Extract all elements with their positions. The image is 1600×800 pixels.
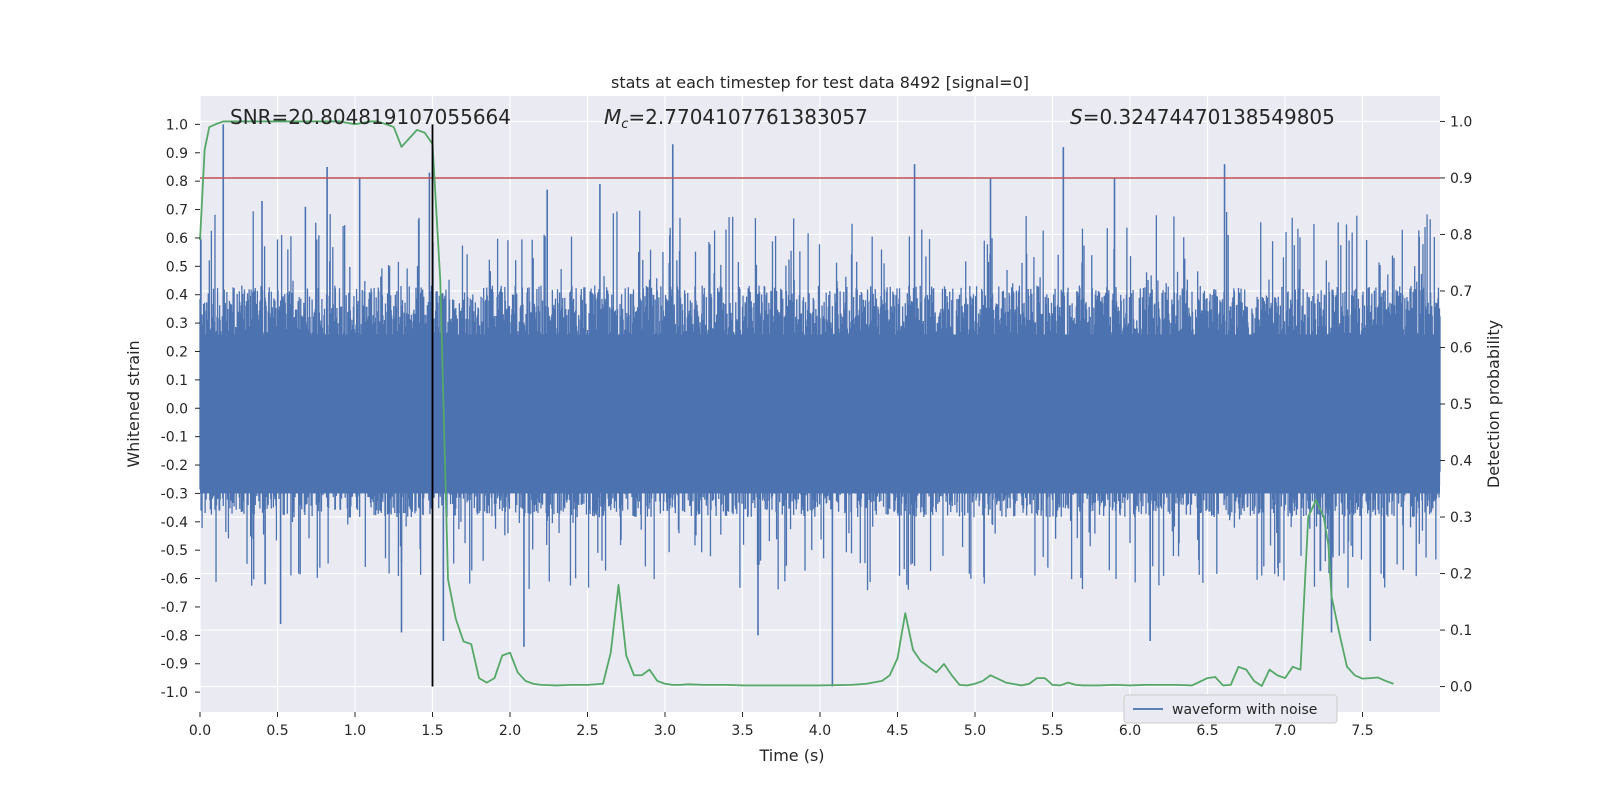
y2-tick-label: 0.6 <box>1450 340 1472 356</box>
x-tick-label: 0.5 <box>266 723 288 739</box>
x-tick-label: 6.5 <box>1196 723 1218 739</box>
y-axis-label: Whitened strain <box>124 340 143 467</box>
y-tick-label: -0.1 <box>161 430 188 446</box>
legend-label-waveform: waveform with noise <box>1172 702 1317 718</box>
s-annotation: S=0.32474470138549805 <box>1070 105 1335 129</box>
snr-annotation: SNR=20.804819107055664 <box>230 105 511 129</box>
y-tick-label: 1.0 <box>166 117 188 133</box>
y-tick-label: 0.3 <box>166 316 188 332</box>
x-tick-label: 2.5 <box>576 723 598 739</box>
y2-tick-label: 0.9 <box>1450 171 1472 187</box>
y2-axis-label: Detection probability <box>1484 320 1503 488</box>
chirp-mass-subscript: c <box>621 117 628 132</box>
y-tick-label: 0.7 <box>166 203 188 219</box>
x-tick-label: 4.5 <box>886 723 908 739</box>
y-tick-label: -0.3 <box>161 486 188 502</box>
y-tick-label: 0.2 <box>166 344 188 360</box>
y2-tick-label: 1.0 <box>1450 114 1472 130</box>
chirp-mass-annotation: Mc=2.7704107761383057 <box>604 105 868 132</box>
x-tick-label: 3.0 <box>654 723 676 739</box>
waveform-series <box>199 124 1441 687</box>
y-tick-label: 0.9 <box>166 146 188 162</box>
y-tick-label: -1.0 <box>161 685 188 701</box>
y-tick-label: -0.8 <box>161 628 188 644</box>
y-tick-label: -0.2 <box>161 458 188 474</box>
y2-tick-label: 0.5 <box>1450 397 1472 413</box>
y2-tick-label: 0.4 <box>1450 454 1472 470</box>
x-tick-label: 2.0 <box>499 723 521 739</box>
legend: waveform with noise <box>1123 694 1338 724</box>
legend-box <box>1123 694 1338 724</box>
y-tick-label: -0.6 <box>161 572 188 588</box>
s-symbol: S <box>1070 105 1083 129</box>
y-tick-label: -0.5 <box>161 543 188 559</box>
y-tick-label: 0.4 <box>166 288 188 304</box>
x-tick-label: 5.5 <box>1041 723 1063 739</box>
x-tick-label: 7.0 <box>1274 723 1296 739</box>
y2-tick-label: 0.0 <box>1450 680 1472 696</box>
probability-line <box>199 120 1394 687</box>
y2-tick-label: 0.8 <box>1450 227 1472 243</box>
x-tick-label: 4.0 <box>809 723 831 739</box>
y-tick-label: 0.1 <box>166 373 188 389</box>
chart-title: stats at each timestep for test data 849… <box>611 73 1029 92</box>
x-tick-label: 1.5 <box>421 723 443 739</box>
y-tick-label: 0.8 <box>166 174 188 190</box>
x-tick-label: 6.0 <box>1119 723 1141 739</box>
x-tick-label: 3.5 <box>731 723 753 739</box>
x-tick-label: 1.0 <box>344 723 366 739</box>
x-tick-label: 5.0 <box>964 723 986 739</box>
probability-series <box>199 120 1394 687</box>
chirp-mass-value: =2.7704107761383057 <box>628 105 867 129</box>
y2-tick-label: 0.7 <box>1450 284 1472 300</box>
y-tick-label: -0.9 <box>161 657 188 673</box>
y2-tick-label: 0.1 <box>1450 623 1472 639</box>
y-tick-label: 0.0 <box>166 401 188 417</box>
y2-tick-label: 0.3 <box>1450 510 1472 526</box>
y-axis-ticks: 1.0 0.9 0.8 0.7 0.6 0.5 0.4 0.3 0.2 0.1 0.0 -0.1 -0.… <box>161 117 200 701</box>
x-tick-label: 7.5 <box>1351 723 1373 739</box>
y2-tick-label: 0.2 <box>1450 567 1472 583</box>
s-value: =0.32474470138549805 <box>1083 105 1335 129</box>
y2-axis-ticks: 1.0 0.9 0.8 0.7 0.6 0.5 0.4 0.3 0.2 0.1 0.0 <box>1440 114 1472 696</box>
waveform-line <box>199 210 1441 591</box>
x-axis-ticks: 0.0 0.5 1.0 1.5 2.0 2.5 3.0 3.5 4.0 4.5 5.0 5.5 6.0 6… <box>189 712 1374 739</box>
x-tick-label: 0.0 <box>189 723 211 739</box>
y-tick-label: -0.7 <box>161 600 188 616</box>
x-axis-label: Time (s) <box>758 746 824 765</box>
y-tick-label: -0.4 <box>161 515 188 531</box>
y-tick-label: 0.5 <box>166 259 188 275</box>
chirp-mass-symbol: M <box>604 105 621 129</box>
y-tick-label: 0.6 <box>166 231 188 247</box>
